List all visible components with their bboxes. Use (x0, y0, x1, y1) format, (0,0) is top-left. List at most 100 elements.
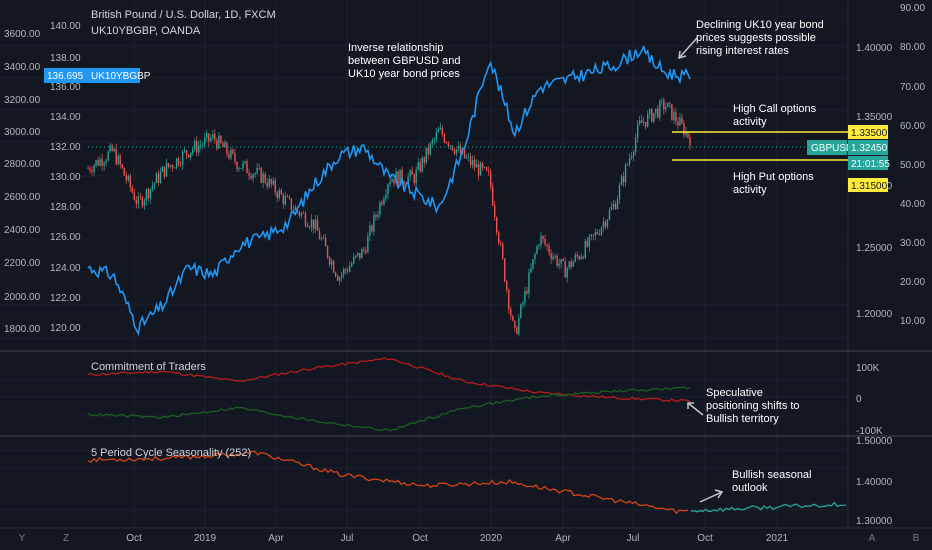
candle-body (194, 141, 196, 150)
bottom-letter-y[interactable]: Y (19, 533, 26, 544)
uk10-overlay-line (87, 44, 691, 337)
candle-body (202, 144, 204, 146)
candle-body (340, 274, 343, 278)
bottom-letter-b[interactable]: B (913, 533, 920, 544)
annotation-declining-2: prices suggests possible (696, 32, 816, 44)
candle-body (538, 244, 540, 247)
candle-body (516, 327, 518, 334)
candle-body (524, 290, 526, 303)
candle-body (371, 225, 373, 232)
candle-body (357, 252, 359, 256)
candle-body (401, 169, 403, 182)
candle-body (314, 219, 317, 230)
time-tick: 2021 (766, 533, 789, 544)
candle-body (177, 158, 180, 165)
candle-body (379, 202, 381, 215)
inner-left-tick: 140.00 (50, 21, 81, 32)
season-tick: 1.50000 (856, 436, 893, 447)
arrow-seasonal-head (714, 489, 724, 499)
candle-body (214, 134, 216, 141)
candle-body (266, 182, 268, 187)
candle-body (252, 174, 254, 179)
candle-body (143, 200, 146, 207)
candle-body (270, 178, 272, 185)
candle-body (425, 147, 427, 163)
gbpusd-label: GBPUSD (811, 143, 853, 154)
candle-body (522, 302, 524, 305)
candle-body (179, 164, 182, 166)
bottom-letter-z[interactable]: Z (63, 533, 69, 544)
candle-body (477, 164, 480, 176)
candle-body (159, 171, 162, 183)
candle-body (665, 106, 667, 110)
annotation-put-2: activity (733, 184, 767, 196)
candle-body (542, 235, 544, 239)
candle-body (246, 161, 248, 174)
candle-body (288, 196, 291, 199)
candle-body (483, 167, 486, 168)
candle-body (272, 180, 274, 185)
candle-body (496, 217, 498, 233)
candle-body (443, 134, 446, 143)
candle-body (125, 175, 127, 181)
candle-body (504, 258, 506, 282)
candle-body (636, 124, 639, 139)
candle-body (338, 277, 341, 281)
candle-body (435, 132, 438, 140)
candle-body (391, 179, 393, 182)
candle-body (93, 165, 95, 173)
candle-body (437, 129, 440, 133)
candle-body (377, 214, 379, 217)
annotation-declining-1: Declining UK10 year bond (696, 19, 824, 31)
candle-body (175, 158, 178, 168)
arrow-declining-head (678, 50, 687, 60)
candle-body (119, 155, 121, 165)
candle-body (181, 151, 184, 165)
candle-body (429, 143, 431, 155)
time-tick: Apr (555, 533, 571, 544)
candle-body (415, 169, 417, 184)
time-tick: 2019 (194, 533, 217, 544)
candle-body (248, 173, 250, 176)
candle-body (514, 320, 516, 328)
far-right-tick: 70.00 (900, 82, 925, 93)
arrow-declining (678, 37, 698, 59)
candle-body (135, 200, 138, 204)
candle-body (685, 131, 687, 136)
candle-body (284, 196, 287, 205)
gbpusd-tag: GBPUSD 1.32450 21:01:55 (807, 140, 890, 170)
far-right-tick: 90.00 (900, 3, 925, 14)
far-right-tick: 80.00 (900, 42, 925, 53)
candle-body (105, 160, 107, 164)
candle-body (642, 122, 645, 123)
candle-body (558, 263, 560, 266)
candle-body (580, 256, 582, 260)
candle-body (487, 170, 490, 172)
candle-body (183, 150, 186, 152)
candle-body (300, 213, 303, 216)
candle-body (330, 261, 333, 265)
candle-body (598, 233, 601, 235)
candle-body (361, 249, 363, 259)
candle-body (242, 162, 244, 169)
candle-body (163, 166, 166, 177)
candle-body (97, 160, 99, 166)
candle-body (562, 258, 564, 261)
far-right-tick: 20.00 (900, 277, 925, 288)
candle-body (528, 272, 530, 294)
candle-body (512, 316, 514, 321)
candle-body (411, 170, 413, 175)
candle-body (566, 268, 568, 278)
candle-body (167, 163, 170, 167)
candle-body (276, 192, 278, 198)
candle-body (298, 211, 301, 216)
candle-body (234, 153, 236, 162)
candle-body (324, 237, 327, 247)
candle-body (185, 150, 188, 155)
bottom-letter-a[interactable]: A (869, 533, 876, 544)
candle-body (210, 138, 212, 142)
candle-body (355, 255, 357, 257)
time-tick: Apr (268, 533, 284, 544)
cot-title: Commitment of Traders (91, 361, 206, 373)
candle-body (510, 308, 512, 317)
